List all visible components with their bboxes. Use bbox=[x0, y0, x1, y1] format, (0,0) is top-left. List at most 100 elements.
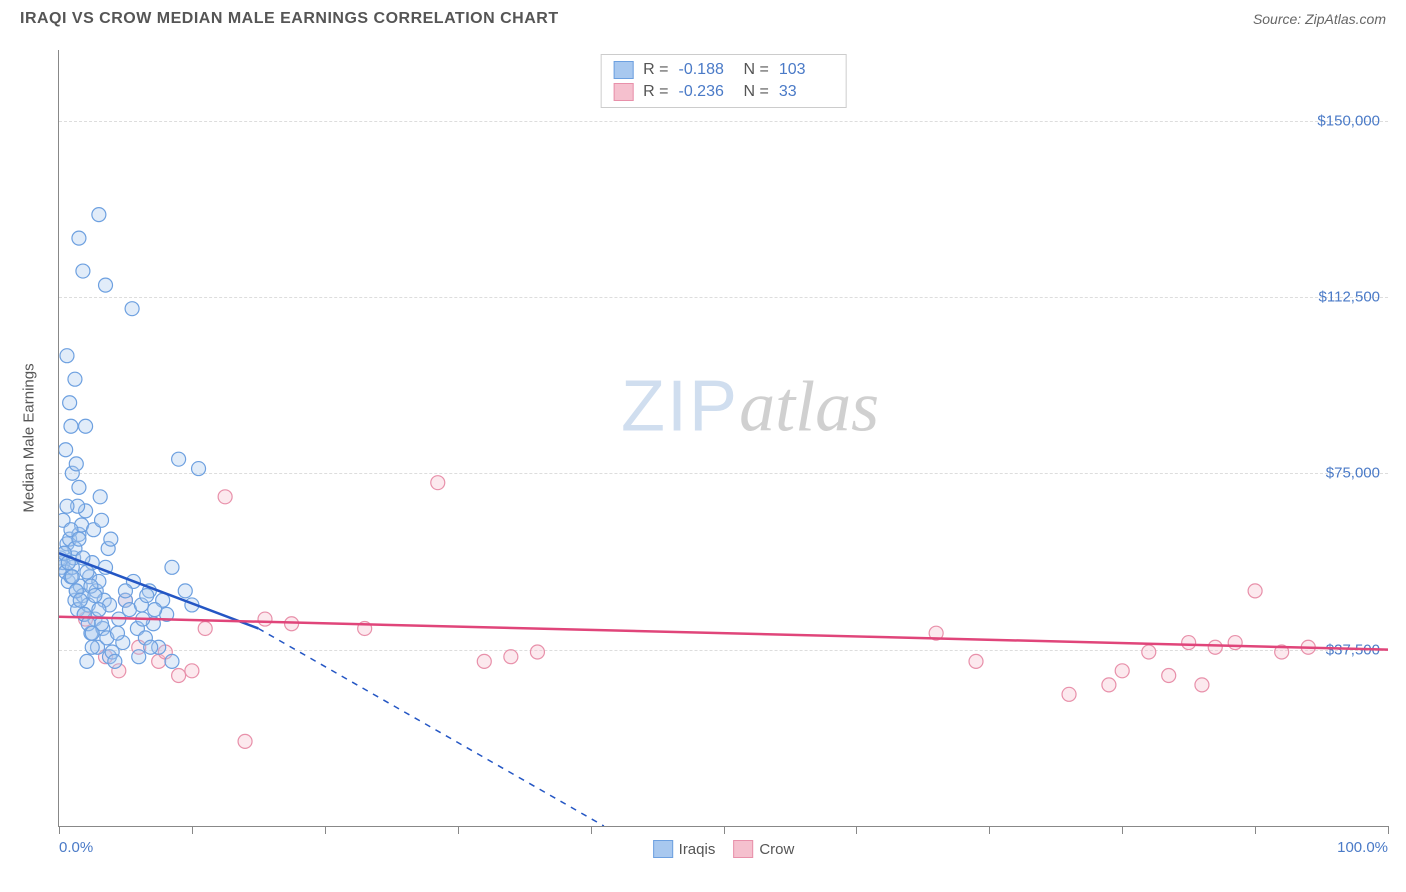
scatter-point bbox=[99, 278, 113, 292]
source-name: ZipAtlas.com bbox=[1305, 11, 1386, 27]
scatter-point bbox=[59, 443, 73, 457]
source-attribution: Source: ZipAtlas.com bbox=[1253, 11, 1386, 27]
scatter-point bbox=[63, 396, 77, 410]
legend-item-iraqis: Iraqis bbox=[653, 840, 716, 858]
swatch-iraqis bbox=[613, 61, 633, 79]
swatch-crow bbox=[613, 83, 633, 101]
legend-bottom: Iraqis Crow bbox=[653, 840, 795, 858]
scatter-point bbox=[172, 669, 186, 683]
x-tick bbox=[724, 826, 725, 834]
scatter-point bbox=[65, 570, 79, 584]
scatter-point bbox=[140, 589, 154, 603]
chart-title: IRAQI VS CROW MEDIAN MALE EARNINGS CORRE… bbox=[20, 10, 559, 28]
stat-n-iraqis: 103 bbox=[779, 61, 834, 79]
scatter-point bbox=[238, 734, 252, 748]
scatter-point bbox=[79, 419, 93, 433]
scatter-point bbox=[110, 626, 124, 640]
y-axis-title: Median Male Earnings bbox=[21, 363, 38, 512]
scatter-point bbox=[76, 264, 90, 278]
scatter-point bbox=[80, 565, 94, 579]
scatter-point bbox=[1102, 678, 1116, 692]
chart-header: IRAQI VS CROW MEDIAN MALE EARNINGS CORRE… bbox=[10, 10, 1396, 36]
scatter-point bbox=[69, 457, 83, 471]
scatter-point bbox=[85, 626, 99, 640]
scatter-point bbox=[108, 654, 122, 668]
scatter-point bbox=[969, 654, 983, 668]
regression-line-extrapolated bbox=[258, 628, 604, 826]
x-tick bbox=[192, 826, 193, 834]
x-tick bbox=[989, 826, 990, 834]
scatter-point bbox=[104, 532, 118, 546]
stat-n-crow: 33 bbox=[779, 83, 834, 101]
scatter-point bbox=[92, 603, 106, 617]
stat-r-label: R = bbox=[643, 61, 668, 79]
scatter-point bbox=[125, 302, 139, 316]
scatter-point bbox=[80, 654, 94, 668]
stat-r-label-2: R = bbox=[643, 83, 668, 101]
scatter-point bbox=[198, 621, 212, 635]
scatter-point bbox=[218, 490, 232, 504]
stat-n-label: N = bbox=[744, 61, 769, 79]
scatter-point bbox=[92, 208, 106, 222]
scatter-point bbox=[165, 654, 179, 668]
scatter-point bbox=[148, 603, 162, 617]
scatter-point bbox=[1228, 636, 1242, 650]
stats-legend-box: R = -0.188 N = 103 R = -0.236 N = 33 bbox=[600, 54, 847, 108]
x-tick bbox=[59, 826, 60, 834]
scatter-point bbox=[1162, 669, 1176, 683]
scatter-point bbox=[192, 462, 206, 476]
scatter-point bbox=[132, 650, 146, 664]
legend-item-crow: Crow bbox=[733, 840, 794, 858]
plot-area: Median Male Earnings R = -0.188 N = 103 … bbox=[58, 50, 1388, 827]
stats-row-iraqis: R = -0.188 N = 103 bbox=[613, 59, 834, 81]
x-tick bbox=[591, 826, 592, 834]
scatter-point bbox=[118, 584, 132, 598]
scatter-point bbox=[1208, 640, 1222, 654]
scatter-point bbox=[1115, 664, 1129, 678]
scatter-point bbox=[60, 499, 74, 513]
scatter-point bbox=[477, 654, 491, 668]
scatter-point bbox=[72, 480, 86, 494]
x-min-label: 0.0% bbox=[59, 839, 93, 856]
x-tick bbox=[1255, 826, 1256, 834]
scatter-point bbox=[88, 589, 102, 603]
scatter-point bbox=[178, 584, 192, 598]
stat-n-label-2: N = bbox=[744, 83, 769, 101]
stats-row-crow: R = -0.236 N = 33 bbox=[613, 81, 834, 103]
scatter-point bbox=[504, 650, 518, 664]
scatter-point bbox=[72, 532, 86, 546]
x-max-label: 100.0% bbox=[1337, 839, 1388, 856]
scatter-svg bbox=[59, 50, 1388, 826]
scatter-point bbox=[1182, 636, 1196, 650]
x-tick bbox=[458, 826, 459, 834]
scatter-point bbox=[93, 490, 107, 504]
scatter-point bbox=[185, 664, 199, 678]
source-label: Source: bbox=[1253, 11, 1301, 27]
legend-label-iraqis: Iraqis bbox=[679, 841, 716, 858]
scatter-point bbox=[64, 419, 78, 433]
scatter-point bbox=[1142, 645, 1156, 659]
scatter-point bbox=[73, 593, 87, 607]
regression-line bbox=[59, 617, 1388, 650]
scatter-point bbox=[1195, 678, 1209, 692]
scatter-point bbox=[1248, 584, 1262, 598]
legend-swatch-iraqis bbox=[653, 840, 673, 858]
scatter-point bbox=[95, 513, 109, 527]
legend-swatch-crow bbox=[733, 840, 753, 858]
scatter-point bbox=[68, 372, 82, 386]
scatter-point bbox=[258, 612, 272, 626]
scatter-point bbox=[60, 349, 74, 363]
scatter-point bbox=[144, 640, 158, 654]
stat-r-crow: -0.236 bbox=[679, 83, 734, 101]
chart-container: IRAQI VS CROW MEDIAN MALE EARNINGS CORRE… bbox=[10, 10, 1396, 882]
scatter-point bbox=[172, 452, 186, 466]
stat-r-iraqis: -0.188 bbox=[679, 61, 734, 79]
scatter-point bbox=[1062, 687, 1076, 701]
scatter-point bbox=[72, 231, 86, 245]
scatter-point bbox=[85, 640, 99, 654]
x-tick bbox=[325, 826, 326, 834]
scatter-point bbox=[431, 476, 445, 490]
scatter-point bbox=[165, 560, 179, 574]
legend-label-crow: Crow bbox=[759, 841, 794, 858]
x-tick bbox=[856, 826, 857, 834]
